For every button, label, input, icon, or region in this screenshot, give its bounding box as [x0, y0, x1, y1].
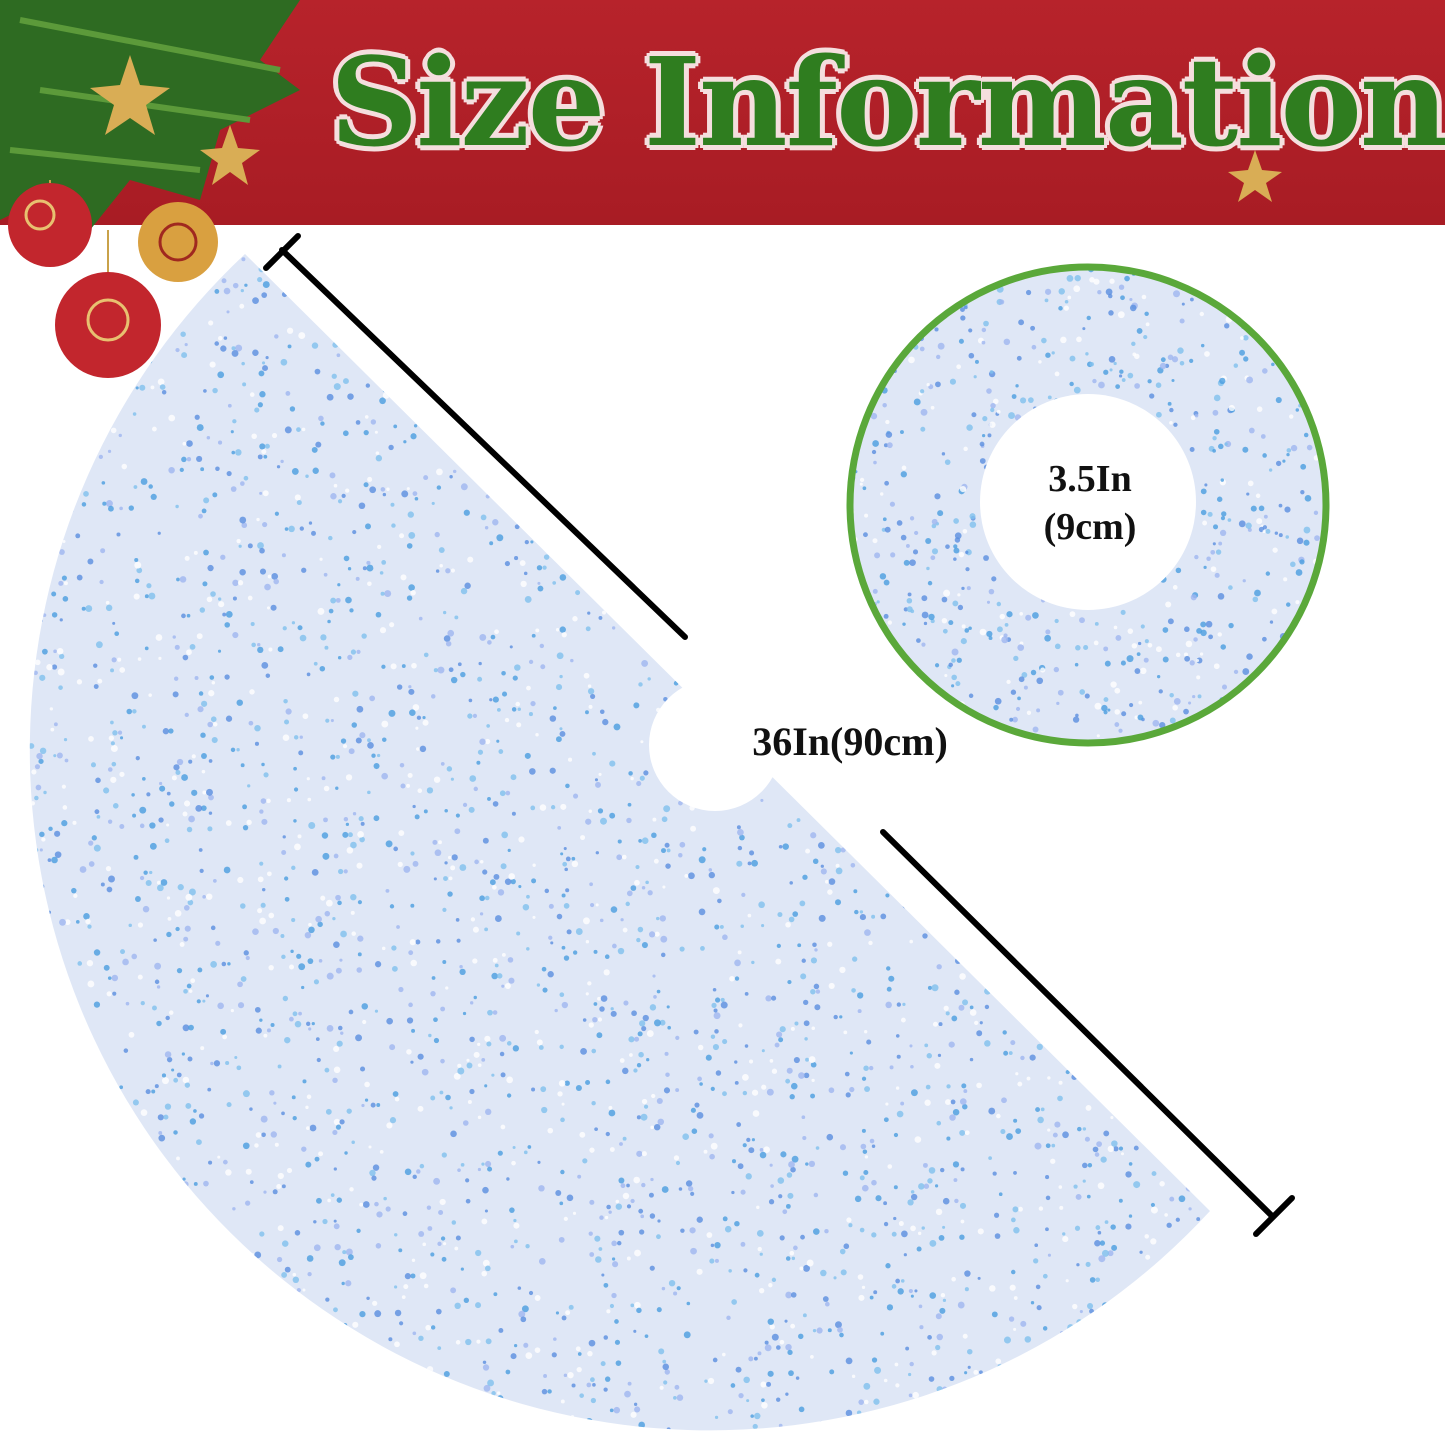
- hole-diameter-inches: 3.5In: [1048, 458, 1132, 500]
- hole-diameter-cm: (9cm): [1043, 506, 1137, 548]
- dimension-line-lower: [880, 829, 1295, 1237]
- tree-skirt-top-view: [846, 263, 1330, 747]
- center-hole: [649, 679, 781, 811]
- pine-branch-icon: [0, 0, 300, 230]
- star-icon: [90, 55, 1282, 202]
- dimension-line-upper: [263, 233, 688, 640]
- ornament-ball-icon: [8, 180, 218, 378]
- ring-border: [846, 263, 1330, 747]
- ring-hole: [980, 394, 1196, 610]
- diameter-label: 36In(90cm): [752, 719, 948, 764]
- banner-title: Size Information: [330, 30, 1445, 174]
- hole-diameter-label: 3.5In (9cm): [990, 455, 1190, 551]
